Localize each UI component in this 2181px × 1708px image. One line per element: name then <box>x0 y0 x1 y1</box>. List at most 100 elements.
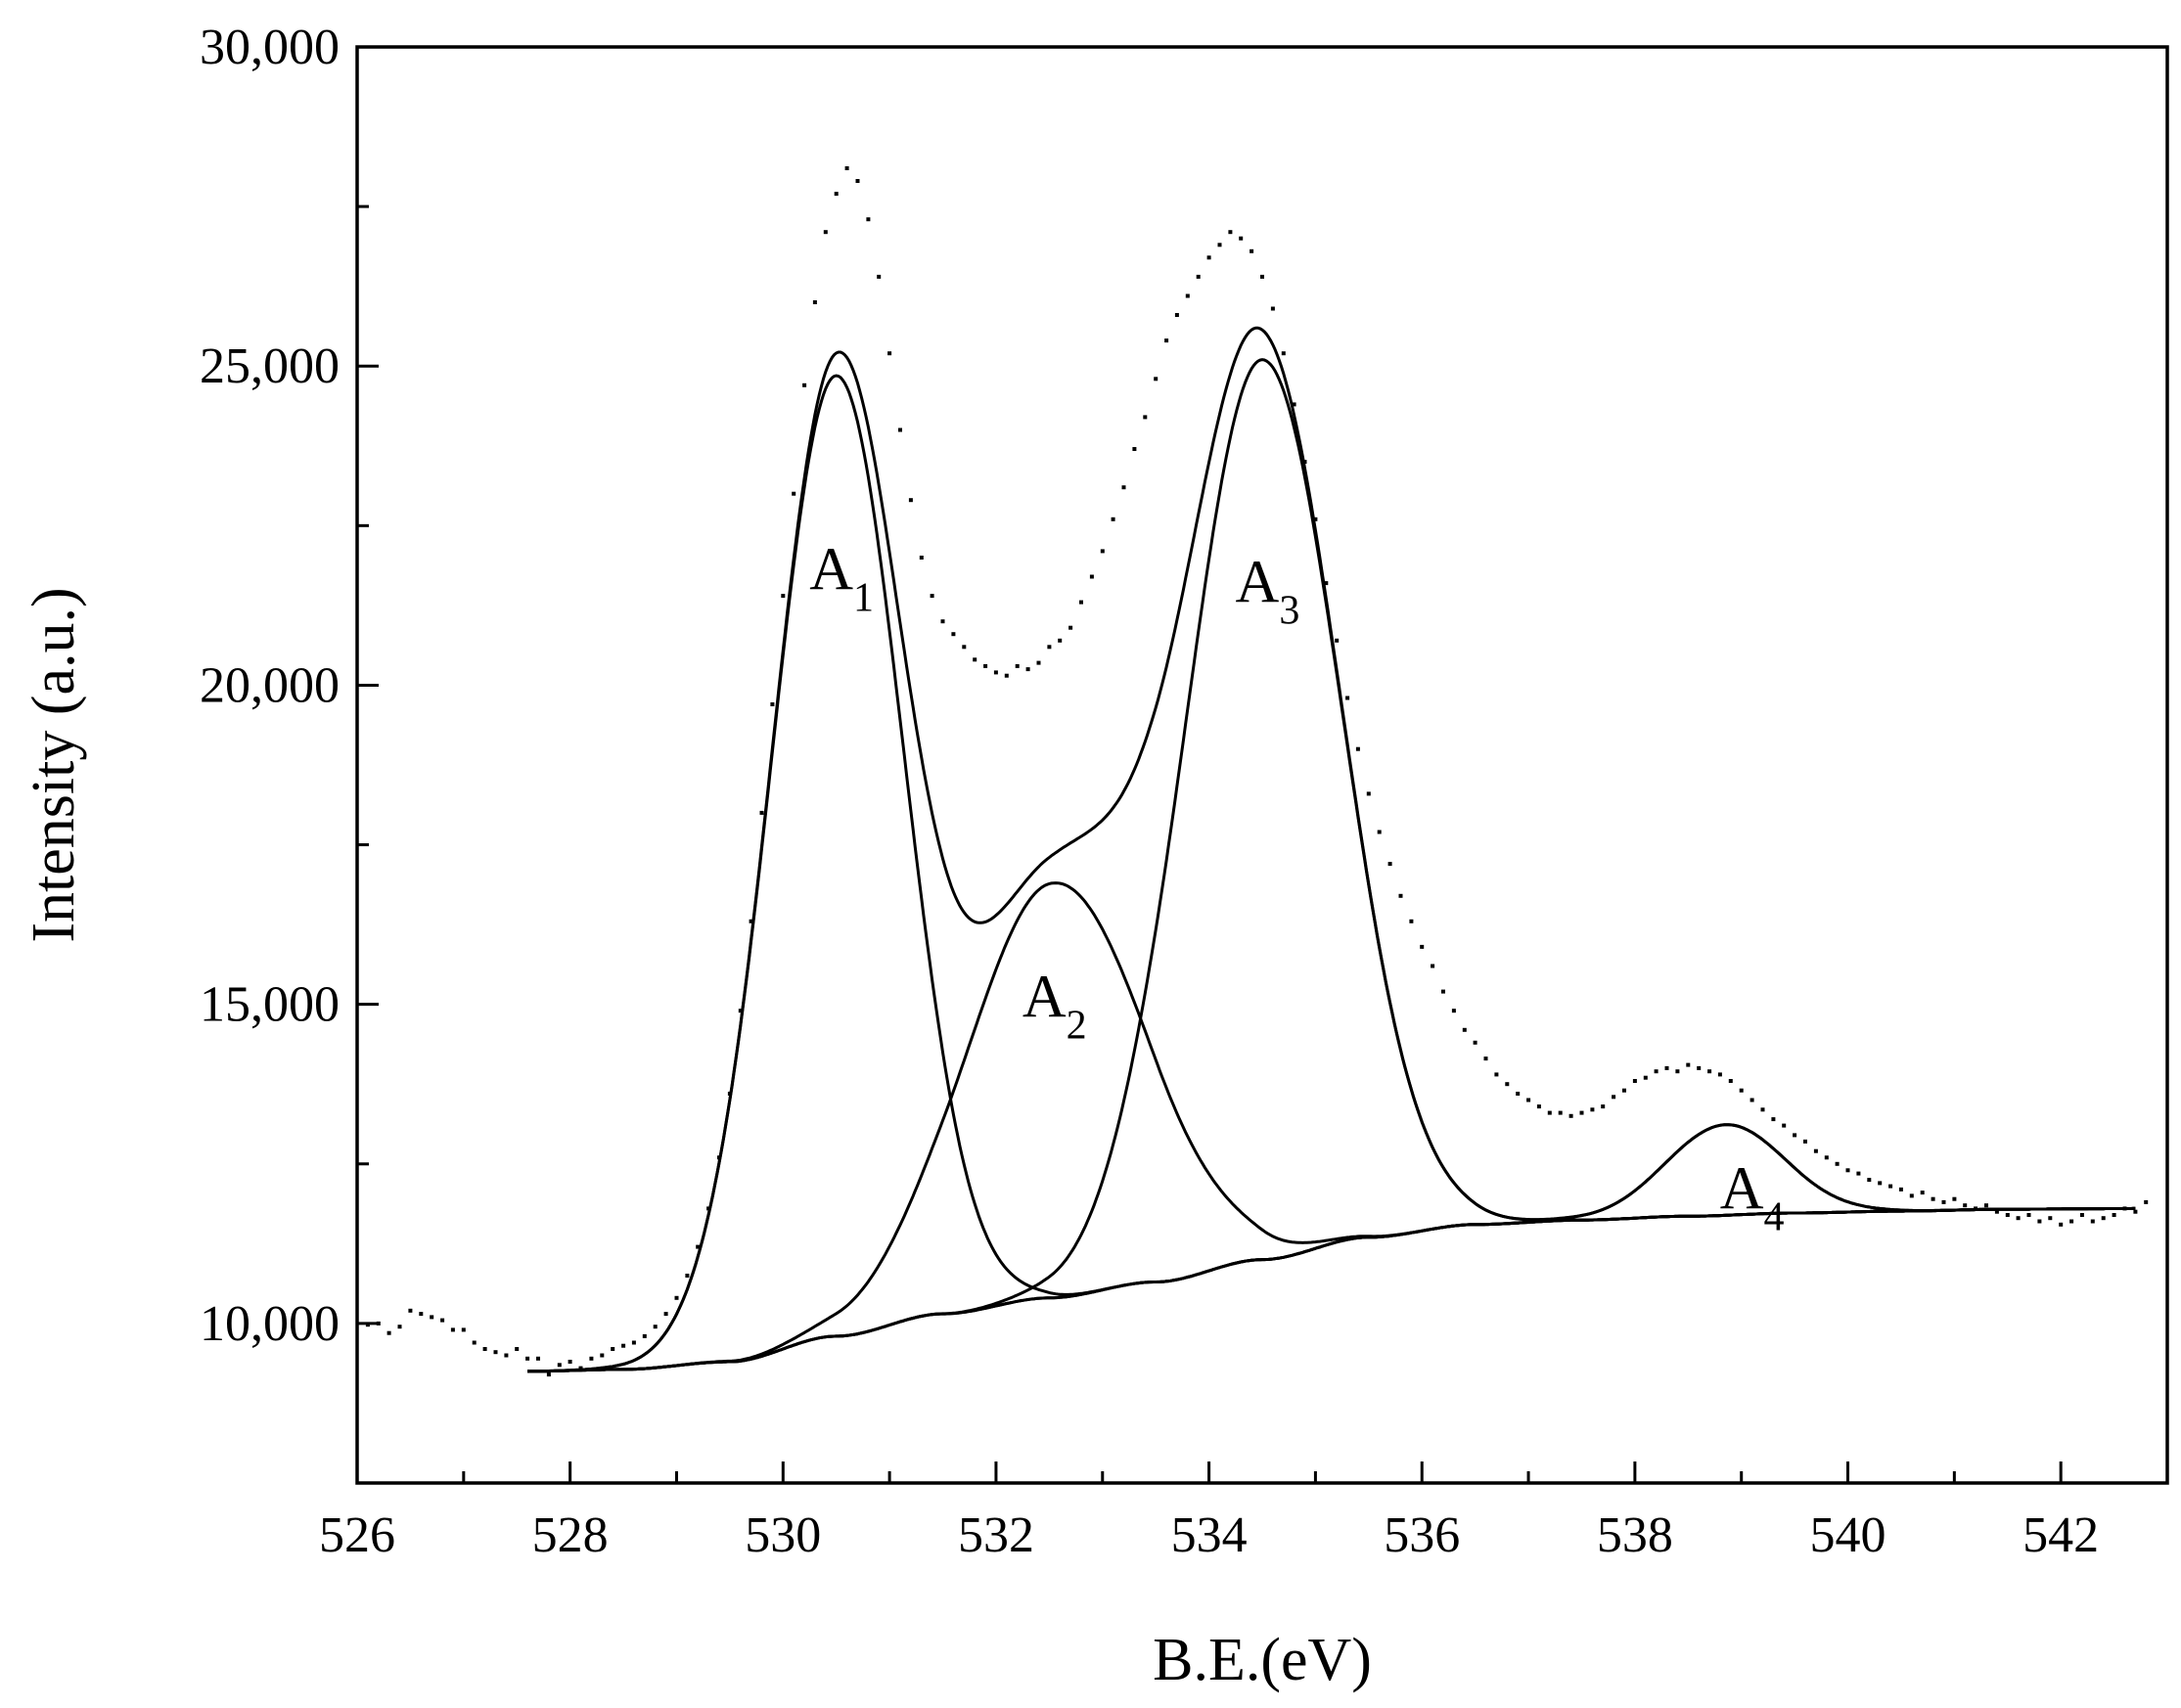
data-point <box>2122 1206 2127 1211</box>
y-tick-label: 30,000 <box>200 20 340 75</box>
data-point <box>1963 1203 1968 1208</box>
data-point <box>461 1327 466 1332</box>
data-point <box>973 657 977 662</box>
data-point <box>1185 293 1190 298</box>
data-point <box>2101 1216 2106 1221</box>
data-point <box>1974 1206 1978 1211</box>
x-axis-ticks: 526 528 530 532 534 536 538 540 542 <box>319 1461 2169 1563</box>
data-point <box>1355 746 1360 751</box>
data-point <box>738 1009 743 1013</box>
data-point <box>472 1340 477 1345</box>
data-point <box>866 217 871 222</box>
data-point <box>653 1325 658 1329</box>
data-point <box>823 230 828 235</box>
data-point <box>2037 1219 2042 1224</box>
data-point <box>940 619 945 624</box>
data-point <box>1431 964 1435 968</box>
data-point <box>589 1356 594 1361</box>
peak-label-a3: A3 <box>1236 550 1300 634</box>
data-point <box>1377 830 1382 834</box>
data-point <box>1473 1040 1477 1045</box>
data-point <box>1366 791 1371 796</box>
data-point <box>1025 667 1030 672</box>
data-point <box>2005 1213 2010 1217</box>
data-point <box>1270 306 1275 311</box>
data-point <box>951 632 956 637</box>
data-point <box>1121 485 1126 490</box>
data-point <box>631 1340 636 1345</box>
data-point <box>536 1356 540 1361</box>
data-point <box>1324 581 1329 586</box>
data-point <box>1505 1082 1510 1087</box>
data-point <box>674 1295 679 1300</box>
data-point <box>1250 248 1254 253</box>
data-point <box>962 645 967 650</box>
x-tick-label: 542 <box>2022 1507 2099 1563</box>
data-point <box>1409 919 1414 923</box>
data-point <box>1420 944 1425 949</box>
data-point <box>1952 1196 1957 1201</box>
data-point <box>855 179 860 183</box>
data-point <box>812 300 817 304</box>
data-point <box>887 351 892 356</box>
envelope-curve <box>527 326 2136 1373</box>
data-point <box>1260 274 1264 279</box>
data-point <box>1387 862 1392 867</box>
peak-curve-a2 <box>527 881 2136 1373</box>
data-point <box>1239 236 1244 241</box>
x-tick-label: 526 <box>319 1507 395 1563</box>
data-point <box>1909 1193 1914 1198</box>
data-point <box>493 1350 498 1355</box>
data-point <box>1111 517 1115 521</box>
fit-curves <box>527 326 2136 1373</box>
data-point <box>621 1343 626 1348</box>
data-point <box>408 1308 413 1313</box>
experimental-points <box>365 166 2149 1377</box>
data-point <box>1313 517 1318 521</box>
data-point <box>908 498 913 503</box>
data-point <box>1441 989 1445 994</box>
data-point <box>1547 1110 1552 1115</box>
data-point <box>792 491 796 496</box>
background-curve <box>527 1206 2136 1373</box>
data-point <box>1292 402 1296 407</box>
data-point <box>1536 1104 1541 1109</box>
data-point <box>781 594 786 599</box>
data-point <box>1004 673 1009 678</box>
data-point <box>1686 1062 1691 1067</box>
x-tick-label: 534 <box>1171 1507 1248 1563</box>
data-point <box>578 1366 583 1371</box>
data-point <box>1143 415 1148 420</box>
data-point <box>2026 1213 2031 1217</box>
data-point <box>1813 1148 1818 1153</box>
data-point <box>611 1347 615 1351</box>
data-point <box>759 810 764 815</box>
data-point <box>1643 1075 1648 1080</box>
data-point <box>727 1092 732 1096</box>
data-point <box>515 1347 520 1351</box>
data-point <box>2069 1219 2074 1224</box>
data-point <box>1941 1199 1946 1204</box>
data-point <box>898 427 902 432</box>
data-point <box>440 1318 445 1323</box>
data-point <box>1036 660 1041 665</box>
data-point <box>1749 1098 1754 1102</box>
plot-frame <box>355 45 2169 1485</box>
data-point <box>1707 1069 1712 1074</box>
data-point <box>365 1323 370 1327</box>
data-point <box>1462 1027 1467 1032</box>
data-point <box>834 192 839 197</box>
data-point <box>1920 1191 1925 1195</box>
data-point <box>557 1363 562 1368</box>
data-point <box>1654 1069 1658 1074</box>
data-point <box>568 1360 572 1364</box>
data-point <box>482 1347 487 1351</box>
x-axis-title: B.E.(eV) <box>1153 1627 1372 1693</box>
data-point <box>1697 1065 1702 1070</box>
data-point <box>1558 1110 1563 1115</box>
y-tick-label: 15,000 <box>200 977 340 1033</box>
data-point <box>1302 460 1307 465</box>
data-point <box>2016 1216 2021 1221</box>
data-point <box>1632 1079 1637 1083</box>
data-point <box>696 1244 701 1249</box>
